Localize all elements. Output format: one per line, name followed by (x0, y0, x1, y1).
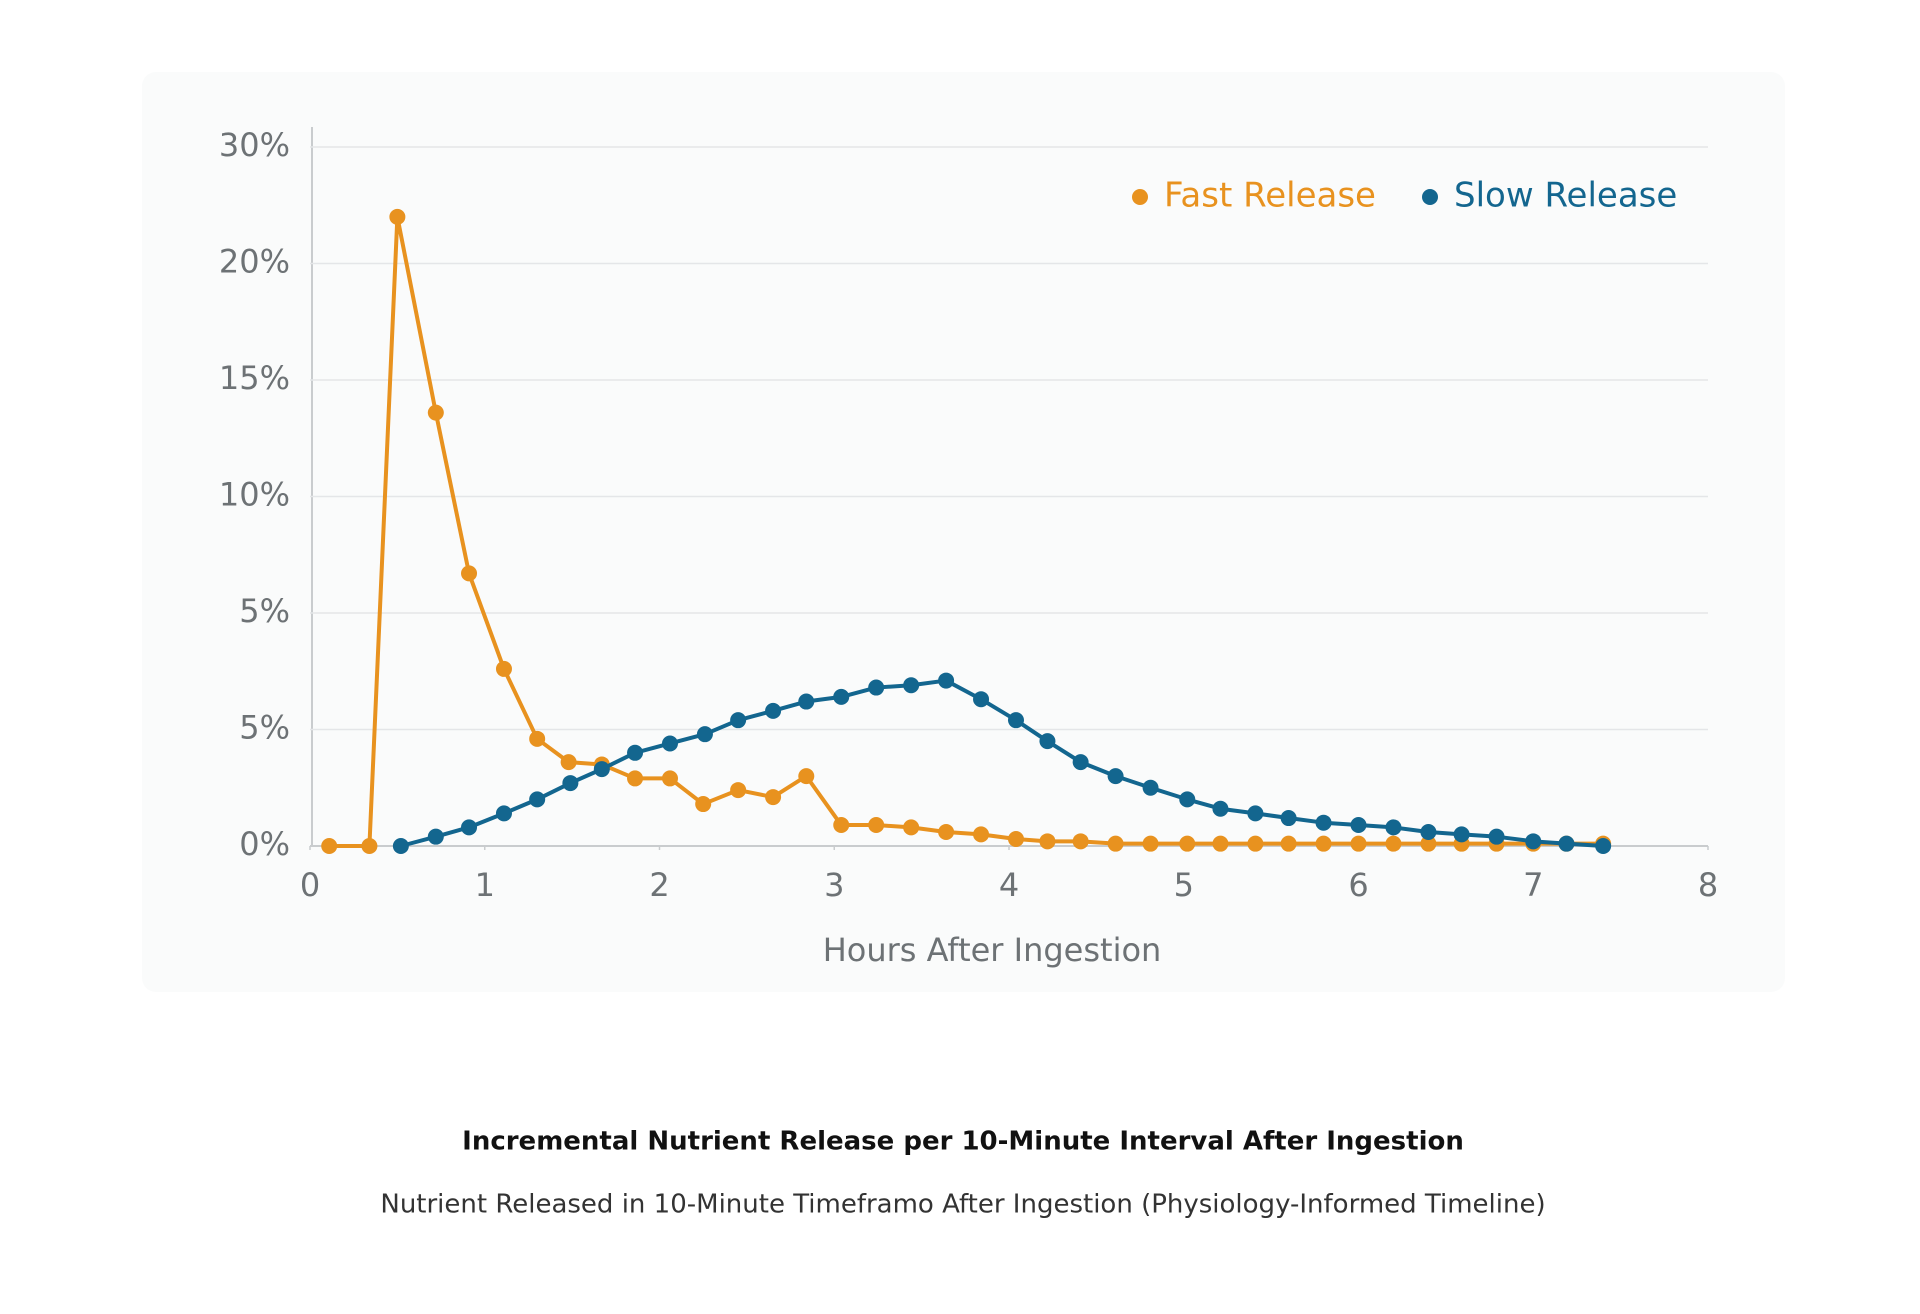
data-point (1385, 835, 1402, 852)
data-point (661, 770, 678, 787)
data-point (1558, 835, 1575, 852)
legend-label: Fast Release (1164, 176, 1376, 216)
data-point (1315, 835, 1332, 852)
data-point (627, 744, 644, 761)
data-point (1247, 805, 1264, 822)
y-tick-label: 20% (219, 243, 290, 281)
data-point (1107, 835, 1124, 852)
y-tick-label: 0% (239, 825, 290, 863)
data-point (1142, 779, 1159, 796)
legend-marker (1132, 189, 1148, 205)
x-tick-label: 8 (1698, 866, 1718, 904)
data-point (903, 677, 920, 694)
data-point (1280, 810, 1297, 827)
y-tick-label: 30% (219, 126, 290, 164)
data-point (1350, 835, 1367, 852)
data-point (833, 688, 850, 705)
x-axis-label: Hours After Ingestion (823, 931, 1162, 969)
data-point (1453, 826, 1470, 843)
data-point (730, 712, 747, 729)
x-tick-label: 4 (999, 866, 1019, 904)
data-point (696, 726, 713, 743)
x-tick-label: 5 (1174, 866, 1194, 904)
data-point (798, 768, 815, 785)
data-point (427, 404, 444, 421)
data-point (1007, 712, 1024, 729)
data-point (1420, 824, 1437, 841)
data-point (1350, 817, 1367, 834)
data-point (495, 660, 512, 677)
data-point (1385, 819, 1402, 836)
data-point (495, 805, 512, 822)
data-point (1039, 833, 1056, 850)
data-point (461, 819, 478, 836)
data-point (661, 735, 678, 752)
data-point (938, 672, 955, 689)
x-tick-label: 1 (475, 866, 495, 904)
data-point (1107, 768, 1124, 785)
data-point (1007, 831, 1024, 848)
legend-marker (1422, 189, 1438, 205)
data-point (529, 730, 546, 747)
data-point (560, 754, 577, 771)
data-point (1247, 835, 1264, 852)
data-point (938, 824, 955, 841)
data-point (1072, 754, 1089, 771)
data-point (389, 208, 406, 225)
data-point (1179, 835, 1196, 852)
data-point (765, 702, 782, 719)
legend-label: Slow Release (1454, 176, 1677, 216)
data-point (1315, 814, 1332, 831)
data-point (868, 817, 885, 834)
data-point (427, 828, 444, 845)
data-point (1420, 835, 1437, 852)
data-point (1280, 835, 1297, 852)
data-point (1212, 835, 1229, 852)
data-point (562, 775, 579, 792)
chart-subtitle: Nutrient Released in 10-Minute Timeframo… (380, 1190, 1545, 1220)
y-tick-label: 5% (239, 592, 290, 630)
data-point (833, 817, 850, 834)
data-point (529, 791, 546, 808)
x-tick-label: 6 (1348, 866, 1368, 904)
data-point (765, 789, 782, 806)
data-point (973, 691, 990, 708)
data-point (903, 819, 920, 836)
data-point (1179, 791, 1196, 808)
y-tick-label: 15% (219, 359, 290, 397)
data-point (1488, 828, 1505, 845)
data-point (1212, 800, 1229, 817)
data-point (730, 782, 747, 799)
data-point (868, 679, 885, 696)
data-point (392, 838, 409, 854)
data-point (1595, 838, 1612, 854)
x-tick-label: 3 (824, 866, 844, 904)
data-point (1142, 835, 1159, 852)
data-point (798, 693, 815, 710)
data-point (1072, 833, 1089, 850)
chart-title: Incremental Nutrient Release per 10-Minu… (462, 1127, 1464, 1157)
data-point (321, 838, 338, 854)
data-point (361, 838, 378, 854)
data-point (1525, 833, 1542, 850)
data-point (695, 796, 712, 813)
data-point (1039, 733, 1056, 750)
chart-card (142, 72, 1785, 992)
data-point (627, 770, 644, 787)
x-tick-label: 2 (649, 866, 669, 904)
y-tick-label: 10% (219, 476, 290, 514)
data-point (593, 761, 610, 778)
data-point (461, 565, 478, 582)
data-point (973, 826, 990, 843)
x-tick-label: 0 (300, 866, 320, 904)
y-tick-label: 5% (239, 709, 290, 747)
x-tick-label: 7 (1523, 866, 1543, 904)
